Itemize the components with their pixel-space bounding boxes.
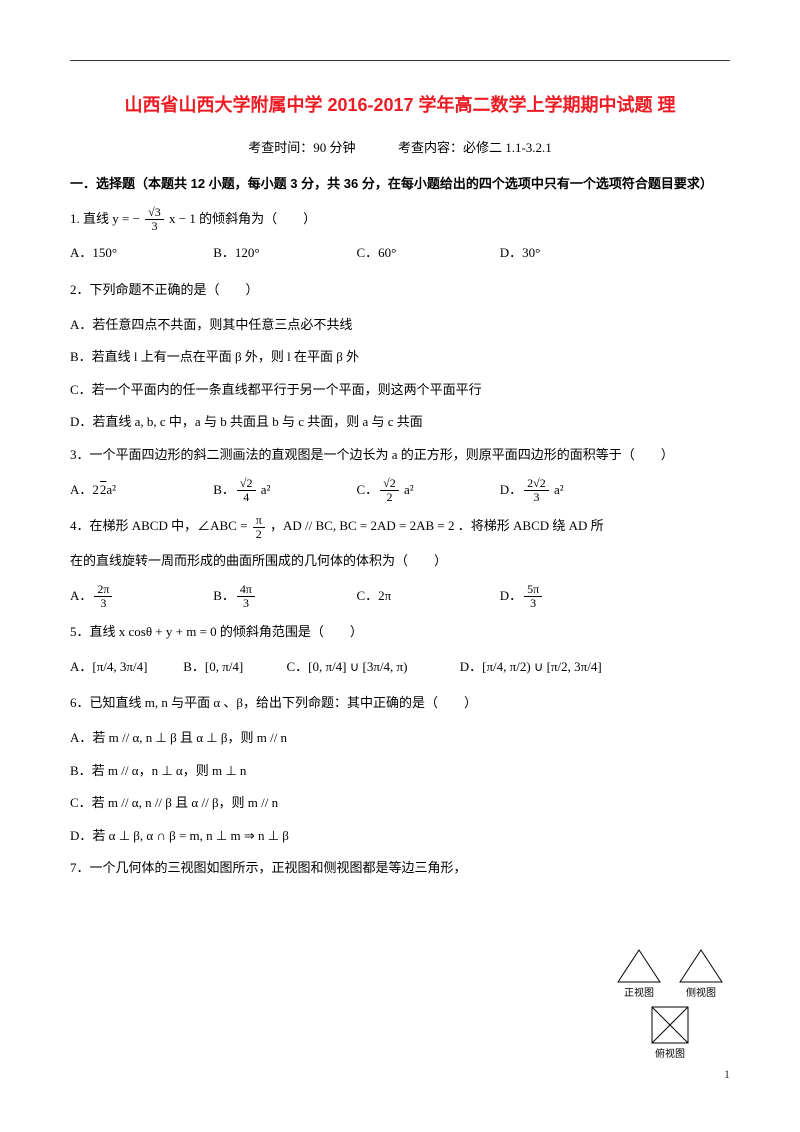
q2-opt-d: D．若直线 a, b, c 中，a 与 b 共面且 b 与 c 共面，则 a 与… [70, 408, 730, 437]
question-1-options: A．150° B．120° C．60° D．30° [70, 239, 730, 268]
exam-time: 考查时间：90 分钟 [248, 140, 355, 155]
q6-opt-b: B．若 m // α，n ⊥ α，则 m ⊥ n [70, 757, 730, 786]
question-4-line2: 在的直线旋转一周而形成的曲面所围成的几何体的体积为（ ） [70, 547, 730, 576]
q5-opt-d: D．[π/4, π/2) ∪ [π/2, 3π/4] [460, 653, 630, 682]
three-view-figure: 正视图 侧视图 俯视图 [610, 948, 730, 1062]
question-6: 6．已知直线 m, n 与平面 α 、β，给出下列命题：其中正确的是（ ） [70, 689, 730, 718]
section-1-header: 一．选择题（本题共 12 小题，每小题 3 分，共 36 分，在每小题给出的四个… [70, 172, 730, 197]
q1-opt-b: B．120° [213, 239, 353, 268]
exam-scope: 考查内容：必修二 1.1-3.2.1 [398, 140, 552, 155]
q3-opt-b: B．√24 a² [213, 476, 353, 505]
question-5-options: A．[π/4, 3π/4] B．[0, π/4] C．[0, π/4] ∪ [3… [70, 653, 730, 682]
page-number: 1 [724, 1067, 730, 1082]
side-view-icon: 侧视图 [678, 948, 724, 999]
q5-opt-a: A．[π/4, 3π/4] [70, 653, 180, 682]
q4-opt-c: C．2π [357, 582, 497, 611]
q1-opt-a: A．150° [70, 239, 210, 268]
q6-opt-d: D．若 α ⊥ β, α ∩ β = m, n ⊥ m ⇒ n ⊥ β [70, 822, 730, 851]
question-1: 1. 直线 y = − √33 x − 1 的倾斜角为（ ） [70, 205, 730, 234]
exam-title: 山西省山西大学附属中学 2016-2017 学年高二数学上学期期中试题 理 [70, 91, 730, 117]
question-3-options: A．22a² B．√24 a² C．√22 a² D．2√23 a² [70, 476, 730, 505]
question-3: 3．一个平面四边形的斜二测画法的直观图是一个边长为 a 的正方形，则原平面四边形… [70, 441, 730, 470]
q3-opt-c: C．√22 a² [357, 476, 497, 505]
question-7: 7．一个几何体的三视图如图所示，正视图和侧视图都是等边三角形， [70, 854, 730, 883]
top-view-icon: 俯视图 [650, 1005, 690, 1060]
question-5: 5．直线 x cosθ + y + m = 0 的倾斜角范围是（ ） [70, 618, 730, 647]
q3-opt-a: A．22a² [70, 476, 210, 505]
q3-opt-d: D．2√23 a² [500, 476, 640, 505]
question-4-options: A．2π3 B．4π3 C．2π D．5π3 [70, 582, 730, 611]
q6-opt-c: C．若 m // α, n // β 且 α // β，则 m // n [70, 789, 730, 818]
q5-opt-c: C．[0, π/4] ∪ [3π/4, π) [287, 653, 457, 682]
q2-opt-c: C．若一个平面内的任一条直线都平行于另一个平面，则这两个平面平行 [70, 376, 730, 405]
q4-opt-b: B．4π3 [213, 582, 353, 611]
q4-opt-a: A．2π3 [70, 582, 210, 611]
q2-opt-a: A．若任意四点不共面，则其中任意三点必不共线 [70, 311, 730, 340]
question-2: 2．下列命题不正确的是（ ） [70, 276, 730, 305]
q2-opt-b: B．若直线 l 上有一点在平面 β 外，则 l 在平面 β 外 [70, 343, 730, 372]
q1-opt-c: C．60° [357, 239, 497, 268]
exam-subtitle: 考查时间：90 分钟 考查内容：必修二 1.1-3.2.1 [70, 137, 730, 156]
question-4: 4．在梯形 ABCD 中，∠ABC = π2 ，AD // BC, BC = 2… [70, 512, 730, 541]
q6-opt-a: A．若 m // α, n ⊥ β 且 α ⊥ β，则 m // n [70, 724, 730, 753]
q4-opt-d: D．5π3 [500, 582, 640, 611]
q5-opt-b: B．[0, π/4] [183, 653, 283, 682]
front-view-icon: 正视图 [616, 948, 662, 999]
q1-opt-d: D．30° [500, 239, 640, 268]
